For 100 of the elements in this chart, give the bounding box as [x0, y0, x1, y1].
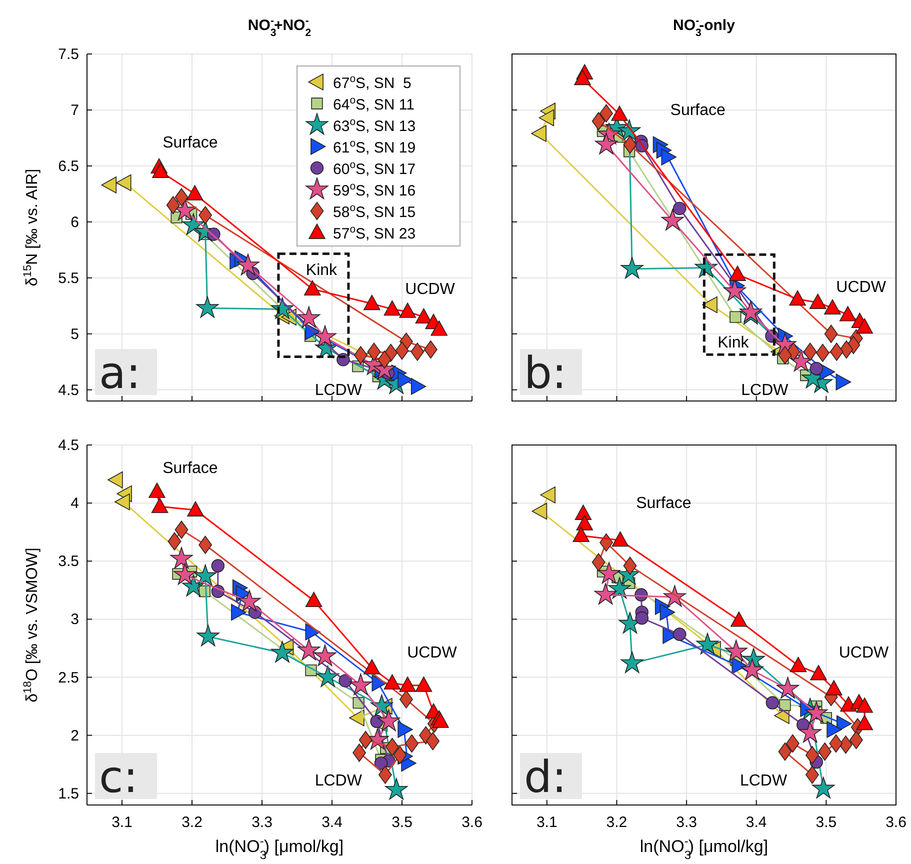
annotation: Surface — [162, 460, 218, 477]
point — [538, 109, 554, 126]
point — [398, 721, 413, 738]
point — [592, 553, 606, 572]
point — [839, 306, 856, 322]
annotation: UCDW — [407, 644, 458, 662]
point — [116, 174, 132, 192]
point — [238, 590, 261, 612]
point — [635, 611, 648, 625]
point — [825, 680, 842, 696]
point — [384, 674, 401, 690]
point — [198, 536, 212, 554]
y-tick-label: 6 — [70, 214, 79, 231]
point — [148, 482, 166, 498]
point — [620, 651, 644, 673]
point — [298, 306, 320, 328]
point — [810, 664, 827, 680]
x-tick-label: 3.1 — [536, 814, 558, 831]
point — [395, 342, 409, 360]
point — [818, 742, 832, 761]
y-tick-label: 5.5 — [58, 270, 79, 287]
y-tick-label: 1.5 — [58, 785, 79, 802]
point — [298, 638, 320, 660]
point — [108, 471, 123, 488]
point — [378, 766, 392, 784]
point — [830, 342, 844, 361]
point — [826, 721, 842, 738]
legend-label: 58$^{o}$S, SN 15 — [333, 202, 416, 221]
y-tick-label: 3.5 — [58, 553, 79, 570]
point — [305, 592, 322, 608]
point — [572, 526, 590, 542]
point — [592, 112, 606, 130]
legend-label: 57$^{o}$S, SN 23 — [333, 224, 416, 242]
point — [729, 266, 746, 281]
y-tick-label: 3 — [70, 611, 79, 628]
point — [702, 296, 718, 314]
point — [620, 257, 644, 279]
point — [730, 612, 748, 627]
point — [806, 746, 819, 764]
point — [594, 132, 618, 154]
point — [660, 604, 676, 621]
point — [766, 696, 780, 710]
y-tick-label: 5 — [70, 326, 79, 343]
legend-label: 67$^{o}$S, SN 5 — [333, 73, 412, 92]
point — [623, 556, 637, 575]
point — [600, 104, 613, 122]
point — [405, 734, 418, 753]
annotation: UCDW — [405, 280, 456, 298]
point — [349, 710, 364, 726]
y-tick-label: 4.5 — [58, 382, 79, 399]
point — [352, 744, 366, 762]
point — [187, 501, 204, 516]
point — [316, 665, 340, 687]
point — [730, 311, 742, 323]
point — [198, 206, 212, 224]
point — [840, 340, 854, 359]
point — [540, 486, 556, 504]
point — [194, 564, 217, 586]
y-tick-label: 4.5 — [58, 437, 79, 454]
point — [415, 308, 432, 324]
x-tick-label: 3.5 — [392, 814, 412, 831]
y-tick-label: 2 — [70, 727, 79, 744]
point — [608, 577, 631, 599]
y-tick-label: 7 — [70, 102, 79, 119]
point — [174, 188, 188, 206]
point — [790, 656, 807, 672]
point — [170, 546, 193, 568]
point — [186, 185, 204, 200]
point — [812, 776, 835, 798]
point — [790, 350, 812, 372]
point — [809, 294, 826, 309]
point — [196, 624, 220, 646]
annotation: LCDW — [741, 382, 790, 399]
x-tick-label: 3.5 — [816, 814, 837, 831]
point — [856, 697, 873, 713]
point — [612, 531, 629, 547]
point — [358, 730, 372, 750]
point — [598, 562, 620, 584]
point — [367, 342, 381, 361]
x-tick-label: 3.4 — [746, 814, 767, 831]
point — [611, 106, 628, 121]
annotation: LCDW — [314, 772, 363, 790]
point — [399, 676, 416, 692]
point — [532, 502, 548, 520]
annotation: a: — [99, 348, 141, 399]
annotation: d: — [524, 752, 567, 803]
point — [386, 738, 399, 756]
point — [338, 674, 352, 688]
point — [574, 70, 591, 86]
point — [672, 628, 686, 641]
y-tick-label: 2.5 — [58, 669, 79, 686]
point — [374, 756, 388, 770]
point — [304, 280, 321, 296]
point — [174, 563, 196, 585]
point — [600, 533, 613, 552]
point — [778, 742, 792, 761]
x-tick-label: 3.1 — [112, 814, 132, 831]
point — [672, 202, 686, 216]
point — [778, 346, 792, 364]
point — [196, 296, 219, 318]
